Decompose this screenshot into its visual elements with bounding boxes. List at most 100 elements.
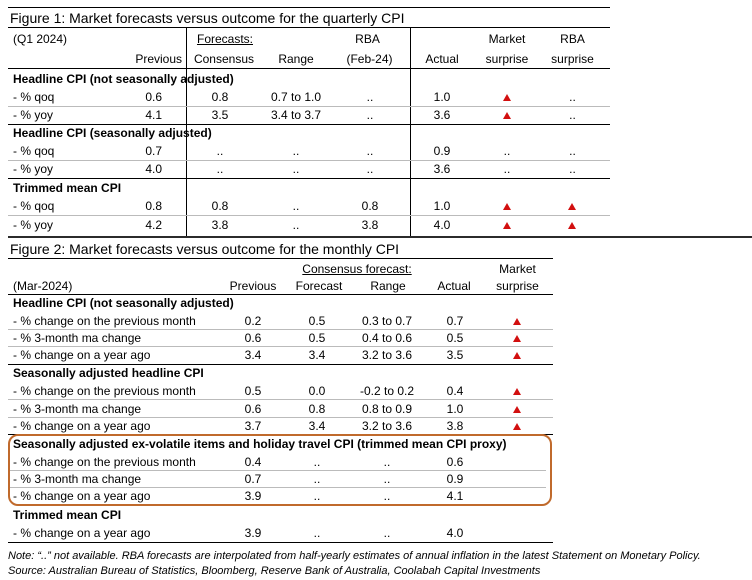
fig2-cell-range: 0.3 to 0.7 [361, 314, 413, 328]
fig1-section-heading: Trimmed mean CPI [13, 181, 122, 195]
fig1-section-rule [8, 178, 610, 179]
fig2-cell-forecast: 0.5 [308, 331, 326, 345]
fig2-cell-previous: 0.6 [244, 402, 262, 416]
fig2-row-rule [8, 417, 553, 418]
fig1-row-rule [8, 160, 610, 161]
fig1-row-label: - % qoq [13, 144, 55, 158]
up-triangle-icon [513, 318, 521, 325]
fig1-cell-rba-surprise: .. [569, 144, 576, 158]
fig1-row-rule [8, 215, 610, 216]
fig1-cell-actual: 1.0 [433, 199, 451, 213]
fig2-cell-forecast: 0.8 [308, 402, 326, 416]
fig2-cell-previous: 3.7 [244, 419, 262, 433]
fig1-row-label: - % qoq [13, 199, 55, 213]
fig1-row-rule [8, 106, 610, 107]
fig2-cell-actual: 1.0 [446, 402, 464, 416]
fig2-cell-forecast: 3.4 [308, 348, 326, 362]
fig1-cell-actual: 1.0 [433, 90, 451, 104]
fig1-consensus-header: Consensus [193, 52, 255, 66]
fig2-cell-previous: 0.4 [244, 455, 262, 469]
fig2-cell-range: 3.2 to 3.6 [361, 348, 413, 362]
fig1-cell-range: .. [292, 218, 300, 232]
fig2-cell-previous: 0.5 [244, 384, 262, 398]
fig1-market-sub-header: surprise [485, 52, 529, 66]
fig2-cell-actual: 0.7 [446, 314, 464, 328]
fig2-cell-actual: 0.6 [446, 455, 464, 469]
fig1-cell-rba: .. [366, 162, 374, 176]
fig2-cell-range: .. [383, 472, 391, 486]
fig2-cell-range: .. [383, 455, 391, 469]
fig1-header-rule [8, 68, 610, 69]
fig1-cell-rba: 0.8 [361, 199, 379, 213]
up-triangle-icon [513, 406, 521, 413]
fig1-cell-consensus: 3.8 [211, 218, 229, 232]
fig2-cell-actual: 4.1 [446, 489, 464, 503]
fig2-cell-forecast: .. [313, 455, 321, 469]
fig2-row-label: - % 3-month ma change [13, 472, 142, 486]
fig1-cell-range: .. [292, 199, 300, 213]
fig1-forecasts-header: Forecasts: [196, 32, 253, 46]
highlight-box [8, 434, 552, 506]
fig2-cell-previous: 0.6 [244, 331, 262, 345]
fig1-cell-range: .. [292, 144, 300, 158]
fig2-cell-forecast: .. [313, 472, 321, 486]
fig1-cell-actual: 3.6 [433, 108, 451, 122]
fig1-top-rule [8, 7, 610, 8]
fig2-cell-actual: 0.5 [446, 331, 464, 345]
fig1-cell-previous: 4.0 [145, 162, 162, 176]
fig1-cell-rba: .. [366, 108, 374, 122]
fig1-vline-rba [410, 28, 411, 236]
fig2-market-header: Market [499, 262, 536, 276]
fig2-actual-header: Actual [437, 279, 471, 293]
fig2-cell-actual: 0.4 [446, 384, 464, 398]
fig1-vline-previous [186, 28, 187, 236]
fig2-market-sub-header: surprise [496, 279, 539, 293]
fig2-row-label: - % change on a year ago [13, 489, 151, 503]
fig2-cell-range: 3.2 to 3.6 [361, 419, 413, 433]
up-triangle-icon [513, 352, 521, 359]
fig2-cell-forecast: .. [313, 526, 321, 540]
fig1-actual-header: Actual [425, 52, 459, 66]
fig1-previous-header: Previous [135, 52, 182, 66]
fig1-cell-rba: .. [366, 144, 374, 158]
fig1-cell-previous: 4.2 [145, 218, 162, 232]
fig1-section-heading: Headline CPI (seasonally adjusted) [13, 126, 212, 140]
fig2-title-rule [8, 258, 553, 259]
up-triangle-icon [568, 203, 576, 210]
fig1-cell-range: 3.4 to 3.7 [270, 108, 322, 122]
fig1-row-label: - % qoq [13, 90, 55, 104]
fig1-cell-actual: 3.6 [433, 162, 451, 176]
fig1-section-heading: Headline CPI (not seasonally adjusted) [13, 72, 234, 86]
fig2-cell-actual: 0.9 [446, 472, 464, 486]
fig1-cell-rba-surprise: .. [569, 90, 576, 104]
fig2-period: (Mar-2024) [13, 279, 73, 293]
fig2-cell-previous: 0.2 [244, 314, 262, 328]
fig2-row-label: - % change on the previous month [13, 384, 196, 398]
fig1-section-rule [8, 124, 610, 125]
fig2-row-rule [10, 470, 546, 471]
fig2-row-rule [8, 329, 553, 330]
fig1-row-label: - % yoy [13, 162, 54, 176]
fig2-row-rule [10, 487, 546, 488]
fig1-cell-previous: 0.8 [145, 199, 162, 213]
fig2-cell-previous: 0.7 [244, 472, 262, 486]
fig2-row-label: - % change on the previous month [13, 314, 196, 328]
fig2-row-label: - % change on a year ago [13, 419, 151, 433]
fig2-row-rule [8, 346, 553, 347]
fig1-cell-rba: .. [366, 90, 374, 104]
fig1-cell-consensus: 0.8 [211, 90, 229, 104]
fig2-cell-forecast: 0.0 [308, 384, 326, 398]
fig1-row-label: - % yoy [13, 108, 54, 122]
fig2-row-label: - % change on the previous month [13, 455, 196, 469]
fig2-cell-range: .. [383, 489, 391, 503]
fig1-title: Figure 1: Market forecasts versus outcom… [10, 10, 405, 26]
fig2-title: Figure 2: Market forecasts versus outcom… [10, 241, 400, 257]
fig1-market-header: Market [488, 32, 526, 46]
fig1-cell-range: .. [292, 162, 300, 176]
fig1-rba-header: RBA [355, 32, 380, 46]
fig1-row-label: - % yoy [13, 218, 54, 232]
fig1-cell-actual: 0.9 [433, 144, 451, 158]
fig2-consensus-forecast-header: Consensus forecast: [302, 262, 412, 276]
fig2-row-label: - % 3-month ma change [13, 331, 142, 345]
fig1-cell-rba-surprise: .. [569, 162, 576, 176]
